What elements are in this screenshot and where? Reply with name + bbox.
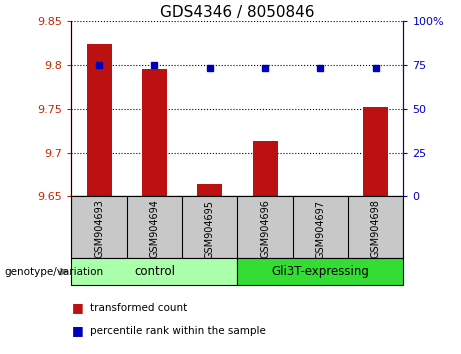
Text: GSM904695: GSM904695 (205, 200, 215, 258)
Text: GSM904694: GSM904694 (149, 200, 160, 258)
Bar (87, 44, 112, 196)
Bar (237, 258, 403, 285)
Bar (253, 141, 278, 196)
Text: Gli3T-expressing: Gli3T-expressing (272, 265, 369, 278)
Text: control: control (134, 265, 175, 278)
Text: GSM904697: GSM904697 (315, 200, 325, 258)
Title: GDS4346 / 8050846: GDS4346 / 8050846 (160, 5, 315, 20)
Bar (71, 258, 237, 285)
Text: GSM904698: GSM904698 (371, 200, 381, 258)
Text: transformed count: transformed count (90, 303, 187, 313)
Bar (197, 184, 222, 196)
Text: GSM904696: GSM904696 (260, 200, 270, 258)
Bar (142, 69, 167, 196)
Text: ■: ■ (71, 302, 83, 314)
Text: GSM904693: GSM904693 (94, 200, 104, 258)
Bar (363, 107, 388, 196)
Text: percentile rank within the sample: percentile rank within the sample (90, 326, 266, 336)
Text: genotype/variation: genotype/variation (5, 267, 104, 277)
Text: ■: ■ (71, 325, 83, 337)
